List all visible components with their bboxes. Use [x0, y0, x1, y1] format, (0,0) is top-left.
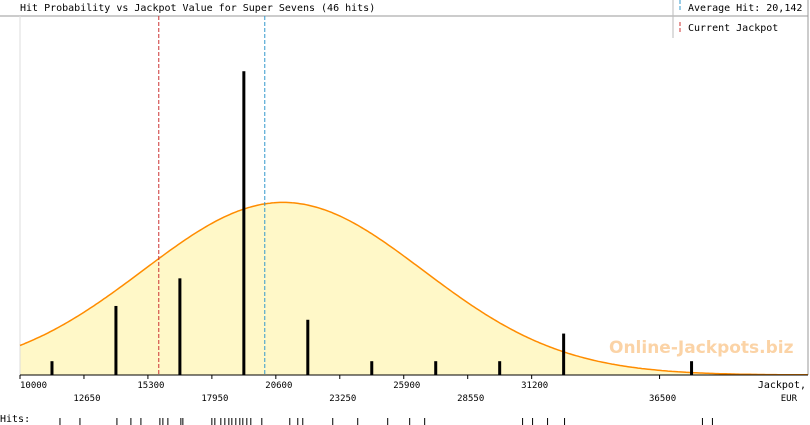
x-axis-label: Jackpot, — [758, 380, 806, 391]
bar — [242, 71, 246, 375]
x-tick-label: 36500 — [649, 394, 676, 404]
x-tick-label: 28550 — [457, 394, 484, 404]
bar — [306, 319, 310, 375]
x-tick-label: 17950 — [201, 394, 228, 404]
x-tick-label: 15300 — [137, 381, 164, 391]
chart-title: Hit Probability vs Jackpot Value for Sup… — [20, 3, 375, 14]
x-tick-label: 12650 — [73, 394, 100, 404]
x-axis-unit: EUR — [781, 394, 798, 404]
x-tick-label: 10000 — [20, 381, 47, 391]
x-tick-label: 25900 — [393, 381, 420, 391]
x-tick-label: 31200 — [521, 381, 548, 391]
bar — [50, 361, 54, 375]
bar — [370, 361, 374, 375]
watermark: Online-Jackpots.biz — [609, 338, 794, 358]
bar — [562, 333, 566, 375]
hits-label: Hits: — [0, 414, 30, 425]
legend-average: Average Hit: 20,142 — [688, 3, 802, 14]
bar — [178, 278, 182, 375]
bar — [114, 305, 118, 375]
bar — [498, 361, 502, 375]
x-tick-label: 23250 — [329, 394, 356, 404]
bar — [690, 361, 694, 375]
x-tick-label: 20600 — [265, 381, 292, 391]
curve-area — [20, 202, 808, 375]
legend-current: Current Jackpot — [688, 23, 778, 34]
bar — [434, 361, 438, 375]
curve-line — [19, 201, 808, 376]
